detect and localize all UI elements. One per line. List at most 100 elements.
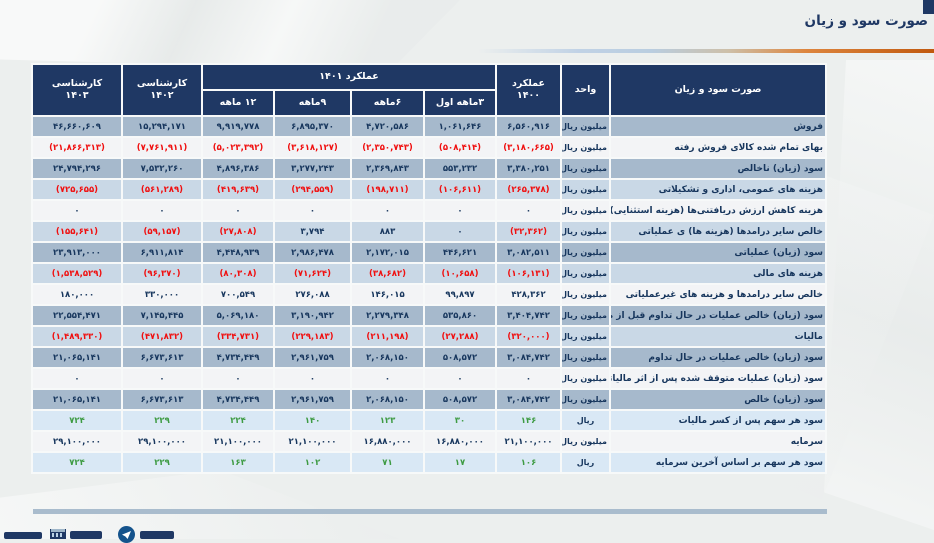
value-cell: ۲۴,۷۹۴,۲۹۶: [31, 157, 123, 180]
value-cell: ۷۲۴: [31, 409, 123, 432]
value-cell: ۱۶,۸۸۰,۰۰۰: [423, 430, 497, 453]
value-cell: (۱۵۵,۶۴۱): [31, 220, 123, 243]
factory-icon-windows: [52, 533, 64, 537]
value-cell: ۶,۶۷۳,۶۱۳: [121, 388, 203, 411]
value-cell: (۳۲,۳۶۲): [495, 220, 562, 243]
value-cell: ۷۲۴: [31, 451, 123, 474]
header-expert-1403: کارشناسی ۱۴۰۳: [31, 63, 123, 117]
value-cell: ۱۴۰: [273, 409, 352, 432]
value-cell: ۷,۱۴۵,۴۴۵: [121, 304, 203, 327]
row-label: سود (زیان) عملیاتی: [609, 241, 827, 264]
row-label: سود (زیان) ناخالص: [609, 157, 827, 180]
header-performance-1400-year: ۱۴۰۰: [516, 90, 541, 101]
value-cell: (۵۶۱,۲۸۹): [121, 178, 203, 201]
telegram-icon: [118, 526, 135, 543]
header-performance-1400-word: عملکرد: [511, 78, 546, 90]
value-cell: ۵۳۵,۸۶۰: [423, 304, 497, 327]
value-cell: ۵۰۸,۵۷۲: [423, 346, 497, 369]
value-cell: (۱,۵۳۸,۵۲۹): [31, 262, 123, 285]
value-cell: (۱۹۸,۷۱۱): [350, 178, 425, 201]
value-cell: ۰: [201, 367, 275, 390]
row-label: سود هر سهم پس از کسر مالیات: [609, 409, 827, 432]
value-cell: ۲۱,۰۶۵,۱۴۱: [31, 388, 123, 411]
footer-partial-text: [70, 531, 102, 539]
value-cell: ۱۰۲: [273, 451, 352, 474]
row-label: سود (زیان) خالص عملیات در حال تداوم قبل …: [609, 304, 827, 327]
value-cell: ۲,۰۶۸,۱۵۰: [350, 388, 425, 411]
value-cell: ۷۰۰,۵۴۹: [201, 283, 275, 306]
value-cell: ۳,۳۸۰,۲۵۱: [495, 157, 562, 180]
value-cell: ۲,۹۶۱,۷۵۹: [273, 346, 352, 369]
table-row: خالص سایر درامدها و هزینه های غیرعملیاتی…: [31, 283, 827, 306]
page-title: صورت سود و زیان: [804, 13, 928, 29]
value-cell: ۹,۹۱۹,۷۷۸: [201, 115, 275, 138]
row-unit: میلیون ریال: [560, 136, 611, 159]
value-cell: ۰: [423, 220, 497, 243]
row-unit: میلیون ریال: [560, 325, 611, 348]
table-row: خالص سایر درامدها (هزینه ها) ی عملیاتی می…: [31, 220, 827, 243]
table-row: فروش میلیون ریال ۶,۵۶۰,۹۱۶ ۱,۰۶۱,۶۴۶ ۴,۷۲۰,۵…: [31, 115, 827, 138]
value-cell: ۷۱: [350, 451, 425, 474]
value-cell: ۰: [273, 367, 352, 390]
value-cell: (۲۶۵,۳۷۸): [495, 178, 562, 201]
value-cell: ۳,۰۸۲,۵۱۱: [495, 241, 562, 264]
value-cell: ۲۹,۱۰۰,۰۰۰: [121, 430, 203, 453]
row-label: هزینه های عمومی، اداری و تشکیلاتی: [609, 178, 827, 201]
value-cell: (۲۱۱,۱۹۸): [350, 325, 425, 348]
value-cell: ۶,۸۹۵,۳۷۰: [273, 115, 352, 138]
row-unit: میلیون ریال: [560, 262, 611, 285]
header-12-months: ۱۲ ماهه: [201, 89, 275, 117]
table-row: هزینه های عمومی، اداری و تشکیلاتی میلیون …: [31, 178, 827, 201]
factory-icon: [50, 529, 66, 539]
background-polygon: [0, 0, 460, 70]
row-unit: ریال: [560, 451, 611, 474]
row-unit: ریال: [560, 409, 611, 432]
value-cell: ۱۶۳: [201, 451, 275, 474]
background-polygon: [824, 60, 934, 530]
value-cell: ۵۰۸,۵۷۲: [423, 388, 497, 411]
value-cell: ۰: [273, 199, 352, 222]
value-cell: (۳۸,۶۸۲): [350, 262, 425, 285]
row-label: سود (زیان) خالص عملیات در حال تداوم: [609, 346, 827, 369]
table-row: سود (زیان) خالص میلیون ریال ۳,۰۸۴,۷۴۲ ۵۰۸,۵…: [31, 388, 827, 411]
value-cell: (۲۱,۸۶۶,۳۱۳): [31, 136, 123, 159]
table-body: فروش میلیون ریال ۶,۵۶۰,۹۱۶ ۱,۰۶۱,۶۴۶ ۴,۷۲۰,۵…: [31, 115, 827, 474]
value-cell: ۸۸۳: [350, 220, 425, 243]
profit-loss-table: صورت سود و زیان واحد عملکرد ۱۴۰۰ عملکرد …: [31, 63, 827, 474]
table-row: هزینه های مالی میلیون ریال (۱۰۶,۱۳۱) (۱۰,۶۵…: [31, 262, 827, 285]
value-cell: ۳,۲۷۷,۲۴۳: [273, 157, 352, 180]
factory-icon-roof: [51, 529, 65, 532]
value-cell: ۴,۴۴۸,۹۳۹: [201, 241, 275, 264]
value-cell: ۱۸۰,۰۰۰: [31, 283, 123, 306]
profit-loss-table-wrap: صورت سود و زیان واحد عملکرد ۱۴۰۰ عملکرد …: [31, 63, 827, 474]
value-cell: ۱۴۶,۰۱۵: [350, 283, 425, 306]
row-label: سرمایه: [609, 430, 827, 453]
row-unit: میلیون ریال: [560, 199, 611, 222]
header-expert-1402: کارشناسی ۱۴۰۲: [121, 63, 203, 117]
row-label: بهای تمام شده کالای فروش رفته: [609, 136, 827, 159]
value-cell: (۲۷,۸۰۸): [201, 220, 275, 243]
value-cell: (۳۳۴,۷۳۱): [201, 325, 275, 348]
value-cell: ۰: [495, 199, 562, 222]
value-cell: ۰: [121, 367, 203, 390]
value-cell: (۵۹,۱۵۷): [121, 220, 203, 243]
value-cell: ۲۷۶,۰۸۸: [273, 283, 352, 306]
row-label: فروش: [609, 115, 827, 138]
row-unit: میلیون ریال: [560, 220, 611, 243]
value-cell: (۲,۳۵۰,۷۴۳): [350, 136, 425, 159]
value-cell: (۴۱۹,۶۳۹): [201, 178, 275, 201]
value-cell: ۳,۴۰۴,۷۴۲: [495, 304, 562, 327]
row-unit: میلیون ریال: [560, 346, 611, 369]
row-unit: میلیون ریال: [560, 388, 611, 411]
value-cell: ۴,۷۳۴,۴۴۹: [201, 346, 275, 369]
table-row: بهای تمام شده کالای فروش رفته میلیون ریال…: [31, 136, 827, 159]
row-unit: میلیون ریال: [560, 241, 611, 264]
value-cell: ۰: [350, 367, 425, 390]
value-cell: ۴,۷۳۴,۴۴۹: [201, 388, 275, 411]
header-unit: واحد: [560, 63, 611, 117]
value-cell: ۳,۱۹۰,۹۴۲: [273, 304, 352, 327]
value-cell: ۹۹,۸۹۷: [423, 283, 497, 306]
row-label: خالص سایر درامدها (هزینه ها) ی عملیاتی: [609, 220, 827, 243]
value-cell: (۷,۷۶۱,۹۱۱): [121, 136, 203, 159]
value-cell: ۲,۳۶۹,۸۴۳: [350, 157, 425, 180]
